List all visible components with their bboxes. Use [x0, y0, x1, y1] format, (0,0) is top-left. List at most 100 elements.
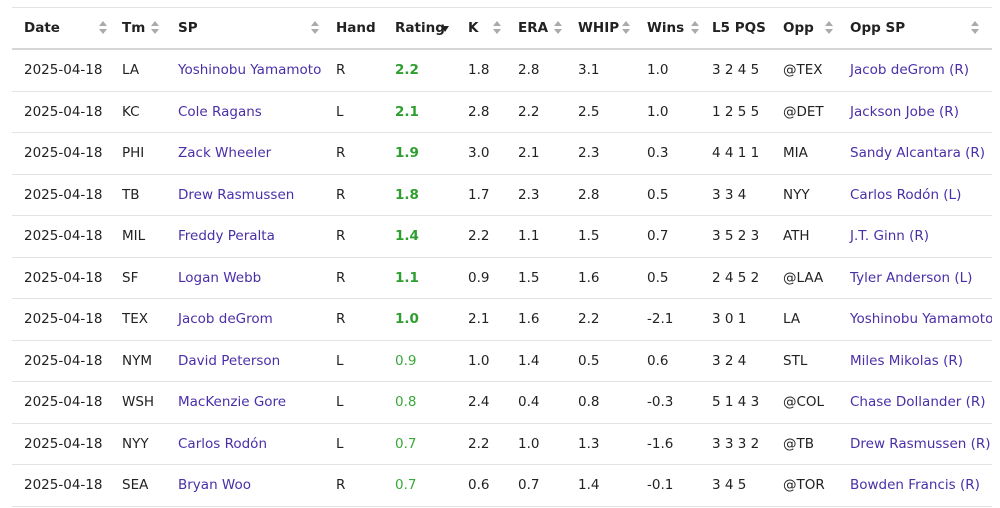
row-border	[12, 422, 992, 424]
row-border	[12, 215, 992, 216]
table-cell: 2.8	[578, 186, 600, 203]
row-border	[12, 505, 992, 507]
table-cell: 3 3 4	[712, 186, 747, 203]
table-cell: 0.7	[518, 477, 540, 493]
column-header[interactable]: Rating	[395, 20, 445, 36]
column-header[interactable]: WHIP	[578, 20, 620, 36]
row-border	[12, 381, 992, 382]
table-cell: -0.1	[647, 477, 674, 493]
player-link[interactable]: MacKenzie Gore	[178, 394, 287, 410]
player-link[interactable]: Yoshinobu Yamamoto	[178, 62, 322, 78]
sort-icon[interactable]	[150, 20, 160, 36]
sort-icon[interactable]	[690, 20, 700, 36]
table-cell: PHI	[122, 145, 145, 161]
row-border	[12, 339, 992, 341]
sort-icon[interactable]	[440, 20, 450, 36]
table-cell: 1.3	[578, 435, 600, 452]
player-link[interactable]: Bryan Woo	[178, 477, 251, 493]
column-header[interactable]: L5 PQS	[712, 20, 766, 36]
player-link[interactable]: Zack Wheeler	[178, 145, 272, 161]
table-cell: 1.0	[518, 435, 540, 452]
player-link[interactable]: Sandy Alcantara (R)	[850, 145, 986, 161]
player-link[interactable]: Drew Rasmussen (R)	[850, 435, 991, 452]
sort-icon[interactable]	[824, 20, 834, 36]
table-cell: LA	[783, 311, 801, 327]
table-cell: 1.8	[468, 62, 490, 78]
rating-cell: 2.1	[395, 103, 419, 120]
player-link[interactable]: Carlos Rodón	[178, 435, 268, 452]
sort-icon[interactable]	[98, 20, 108, 36]
player-link[interactable]: Drew Rasmussen	[178, 186, 295, 203]
table-cell: -1.6	[647, 435, 674, 452]
table-cell: 2.2	[468, 228, 490, 244]
column-header[interactable]: Hand	[336, 20, 376, 36]
player-link[interactable]: Miles Mikolas (R)	[850, 352, 964, 369]
table-cell: @TB	[783, 435, 815, 452]
column-header[interactable]: Opp SP	[850, 20, 906, 36]
row-border	[12, 256, 992, 258]
player-link[interactable]: J.T. Ginn (R)	[850, 228, 930, 244]
table-cell: KC	[122, 103, 140, 120]
player-link[interactable]: Carlos Rodón (L)	[850, 186, 962, 203]
player-link[interactable]: Bowden Francis (R)	[850, 477, 980, 493]
table-cell: 2025-04-18	[24, 145, 103, 161]
table-cell: 1.6	[578, 269, 600, 286]
sort-icon[interactable]	[970, 20, 980, 36]
table-cell: @TEX	[783, 62, 823, 78]
player-link[interactable]: Jacob deGrom	[178, 311, 273, 327]
column-header[interactable]: Tm	[122, 20, 146, 36]
table-cell: 2025-04-18	[24, 62, 103, 78]
table-cell: 4 4 1 1	[712, 145, 760, 161]
rating-cell: 1.1	[395, 269, 419, 286]
sort-icon[interactable]	[492, 20, 502, 36]
table-cell: 2.2	[578, 311, 600, 327]
header-border	[12, 48, 992, 50]
table-cell: 0.3	[647, 145, 669, 161]
player-link[interactable]: Jacob deGrom (R)	[850, 62, 970, 78]
player-link[interactable]: Chase Dollander (R)	[850, 394, 986, 410]
table-cell: 0.7	[647, 228, 669, 244]
player-link[interactable]: Yoshinobu Yamamoto (R)	[850, 311, 992, 327]
table-cell: 2025-04-18	[24, 269, 103, 286]
table-cell: 1.0	[468, 352, 490, 369]
sort-icon[interactable]	[553, 20, 563, 36]
table-cell: 2.8	[518, 62, 540, 78]
table-cell: 2025-04-18	[24, 394, 103, 410]
table-cell: ATH	[783, 228, 810, 244]
table-cell: TB	[122, 186, 140, 203]
table-cell: 1.5	[578, 228, 600, 244]
player-link[interactable]: Freddy Peralta	[178, 228, 275, 244]
table-cell: @COL	[783, 394, 825, 410]
player-link[interactable]: Jackson Jobe (R)	[850, 103, 959, 120]
column-header[interactable]: Wins	[647, 20, 685, 36]
table-cell: 0.4	[518, 394, 540, 410]
column-header[interactable]: Opp	[783, 20, 814, 36]
column-header[interactable]: SP	[178, 20, 198, 36]
table-cell: 2.1	[518, 145, 540, 161]
sort-icon[interactable]	[621, 20, 631, 36]
table-cell: -0.3	[647, 394, 674, 410]
table-cell: 2 4 5 2	[712, 269, 760, 286]
rating-cell: 0.8	[395, 394, 417, 410]
table-cell: 1.0	[647, 62, 669, 78]
column-header[interactable]: K	[468, 20, 479, 36]
table-cell: 0.6	[647, 352, 669, 369]
table-cell: NYY	[122, 435, 149, 452]
table-cell: @TOR	[783, 477, 825, 493]
player-link[interactable]: Tyler Anderson (L)	[850, 269, 973, 286]
table-cell: 1.7	[468, 186, 490, 203]
column-header[interactable]: Date	[24, 20, 60, 36]
player-link[interactable]: Cole Ragans	[178, 103, 262, 120]
player-link[interactable]: Logan Webb	[178, 269, 262, 286]
table-cell: 3 2 4	[712, 352, 747, 369]
sort-icon[interactable]	[310, 20, 320, 36]
table-cell: -2.1	[647, 311, 674, 327]
table-cell: 2025-04-18	[24, 311, 103, 327]
table-cell: NYM	[122, 352, 152, 369]
table-cell: 3 5 2 3	[712, 228, 760, 244]
column-header[interactable]: ERA	[518, 20, 549, 36]
table-cell: R	[336, 311, 346, 327]
player-link[interactable]: David Peterson	[178, 352, 281, 369]
table-cell: 1 2 5 5	[712, 103, 760, 120]
rating-cell: 2.2	[395, 62, 419, 78]
